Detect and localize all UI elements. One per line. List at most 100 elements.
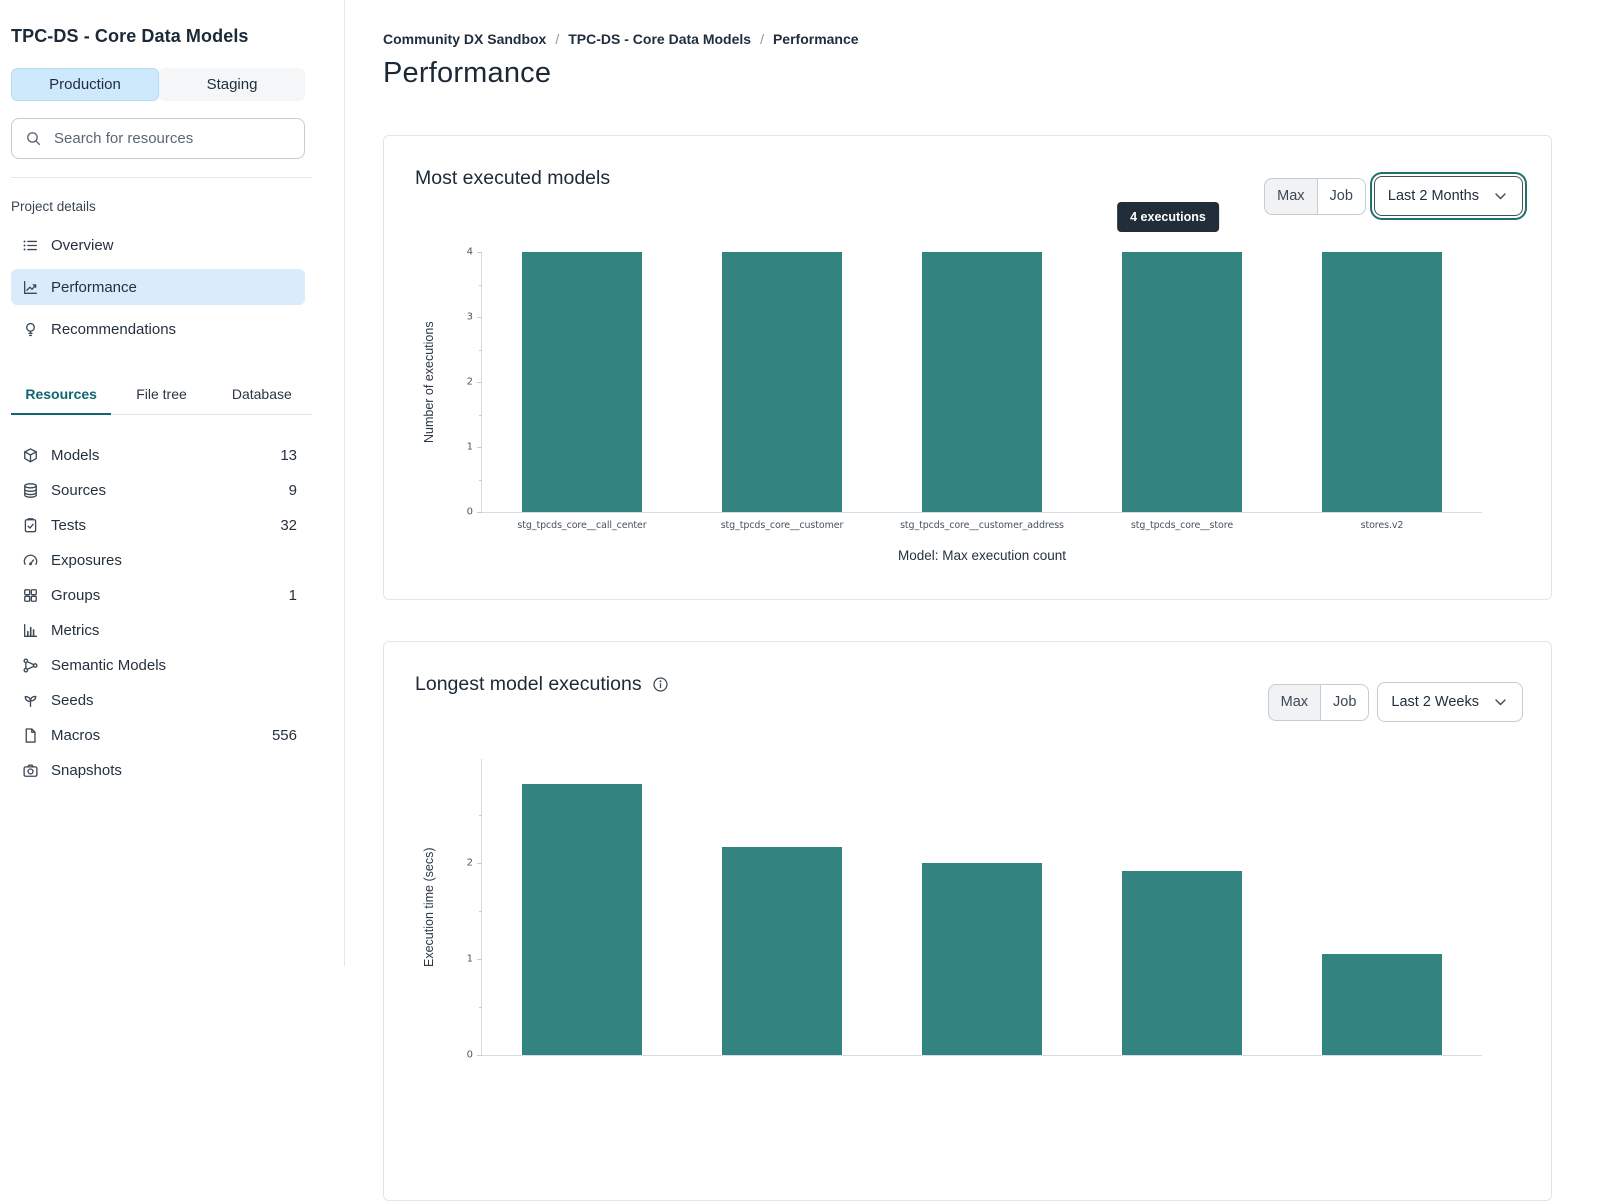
- chart-controls: Max Job Last 2 Months: [1264, 176, 1523, 216]
- x-tick-label: stg_tpcds_core__customer_address: [900, 520, 1064, 531]
- bar[interactable]: [1122, 871, 1242, 1055]
- network-icon: [21, 657, 39, 675]
- resource-label: Macros: [51, 727, 101, 744]
- search-input[interactable]: [52, 129, 292, 148]
- production-tab[interactable]: Production: [11, 68, 159, 101]
- chevron-down-icon: [1491, 187, 1509, 205]
- sidebar-resource-seeds[interactable]: Seeds: [11, 683, 305, 718]
- job-button[interactable]: Job: [1316, 177, 1366, 215]
- time-range-dropdown[interactable]: Last 2 Months: [1373, 176, 1523, 216]
- y-tick-label: 1: [466, 441, 473, 453]
- staging-tab[interactable]: Staging: [159, 68, 305, 101]
- y-tick-label: 4: [466, 246, 473, 258]
- y-tick-label: 2: [466, 376, 473, 388]
- chevron-down-icon: [1491, 693, 1509, 711]
- sidebar-item-overview[interactable]: Overview: [11, 227, 305, 263]
- sidebar-resource-snapshots[interactable]: Snapshots: [11, 753, 305, 788]
- resource-search[interactable]: [11, 118, 305, 159]
- x-tick-label: stg_tpcds_core__store: [1130, 520, 1234, 531]
- max-button[interactable]: Max: [1267, 683, 1321, 721]
- y-axis-tick: [477, 1055, 482, 1056]
- bar[interactable]: [922, 862, 1042, 1055]
- performance-icon: [21, 278, 39, 296]
- y-axis-minor-tick: [479, 414, 482, 416]
- production-tab-label: Production: [49, 76, 121, 93]
- y-tick-label: 0: [466, 1049, 473, 1061]
- plot-area: Execution time (secs) 0 1 2: [422, 759, 1482, 1061]
- job-button-label: Job: [1329, 188, 1353, 204]
- time-range-value: Last 2 Months: [1387, 188, 1479, 204]
- bar[interactable]: [522, 783, 642, 1055]
- resource-label: Tests: [51, 517, 87, 534]
- plot-area: Number of executions Model: Max executio…: [422, 247, 1482, 563]
- chart-tooltip: 4 executions: [1117, 202, 1219, 232]
- tab-database[interactable]: Database: [231, 386, 292, 402]
- y-axis-tick: [477, 382, 482, 383]
- resource-count: 556: [271, 727, 297, 744]
- search-icon: [24, 130, 42, 148]
- database-icon: [21, 482, 39, 500]
- y-axis-tick: [477, 958, 482, 960]
- info-icon[interactable]: [652, 676, 670, 694]
- aggregation-toggle: Max Job: [1267, 683, 1370, 721]
- y-axis-tick: [477, 447, 482, 448]
- bar[interactable]: [1322, 252, 1442, 512]
- job-button[interactable]: Job: [1320, 683, 1370, 721]
- longest-model-executions-card: Longest model executions Max Job Last 2 …: [383, 641, 1552, 1201]
- camera-icon: [21, 762, 39, 780]
- sidebar-resource-macros[interactable]: Macros 556: [11, 718, 305, 753]
- sidebar-resource-models[interactable]: Models 13: [11, 438, 305, 473]
- y-tick-label: 0: [466, 506, 473, 518]
- breadcrumb-account[interactable]: Community DX Sandbox: [383, 31, 547, 47]
- sidebar-tabs: Resources File tree Database: [11, 377, 312, 415]
- max-button-label: Max: [1277, 188, 1305, 204]
- x-tick-label: stg_tpcds_core__call_center: [517, 520, 647, 531]
- sidebar-item-recommendations[interactable]: Recommendations: [11, 311, 305, 347]
- bar-chart-icon: [21, 622, 39, 640]
- sidebar-resource-metrics[interactable]: Metrics: [11, 613, 305, 648]
- y-axis-tick: [477, 512, 482, 513]
- sidebar-resource-semantic-models[interactable]: Semantic Models: [11, 648, 305, 683]
- breadcrumb-separator: /: [760, 31, 764, 47]
- y-axis-minor-tick: [479, 814, 482, 816]
- sidebar-resource-groups[interactable]: Groups 1: [11, 578, 305, 613]
- max-button-label: Max: [1280, 694, 1309, 710]
- bar[interactable]: [922, 252, 1042, 512]
- sidebar-item-label: Overview: [51, 236, 114, 254]
- x-tick-label: stores.v2: [1360, 520, 1404, 531]
- resource-label: Metrics: [51, 622, 100, 639]
- sidebar-item-label: Performance: [51, 278, 137, 296]
- sidebar-resource-exposures[interactable]: Exposures: [11, 543, 305, 578]
- y-axis-minor-tick: [479, 349, 482, 351]
- bar[interactable]: [722, 252, 842, 512]
- sidebar-item-performance[interactable]: Performance: [11, 269, 305, 305]
- max-button[interactable]: Max: [1264, 177, 1317, 215]
- y-axis-minor-tick: [479, 479, 482, 481]
- time-range-dropdown[interactable]: Last 2 Weeks: [1377, 682, 1523, 722]
- y-axis-title: Number of executions: [422, 321, 436, 443]
- breadcrumb-project[interactable]: TPC-DS - Core Data Models: [568, 31, 752, 47]
- chart-title: Most executed models: [415, 167, 611, 189]
- y-tick-label: 2: [466, 857, 473, 869]
- bar[interactable]: [522, 252, 642, 512]
- sprout-icon: [21, 692, 39, 710]
- job-button-label: Job: [1333, 694, 1357, 710]
- sidebar-resource-tests[interactable]: Tests 32: [11, 508, 305, 543]
- sidebar-resource-sources[interactable]: Sources 9: [11, 473, 305, 508]
- y-tick-label: 3: [466, 311, 473, 323]
- resource-label: Models: [51, 447, 100, 464]
- grid-icon: [21, 587, 39, 605]
- x-axis-title: Model: Max execution count: [897, 548, 1067, 563]
- lightbulb-icon: [21, 320, 39, 338]
- x-tick-label: stg_tpcds_core__customer: [720, 520, 844, 531]
- tab-file-tree[interactable]: File tree: [136, 386, 187, 402]
- breadcrumb-separator: /: [555, 31, 560, 47]
- page-title: Performance: [383, 57, 552, 89]
- resource-label: Exposures: [51, 552, 122, 569]
- bar[interactable]: [1322, 954, 1442, 1055]
- resource-count: 32: [280, 517, 297, 534]
- bar[interactable]: [1122, 252, 1242, 512]
- y-axis-title: Execution time (secs): [422, 847, 436, 967]
- bar[interactable]: [722, 847, 842, 1055]
- tab-resources[interactable]: Resources: [11, 377, 112, 415]
